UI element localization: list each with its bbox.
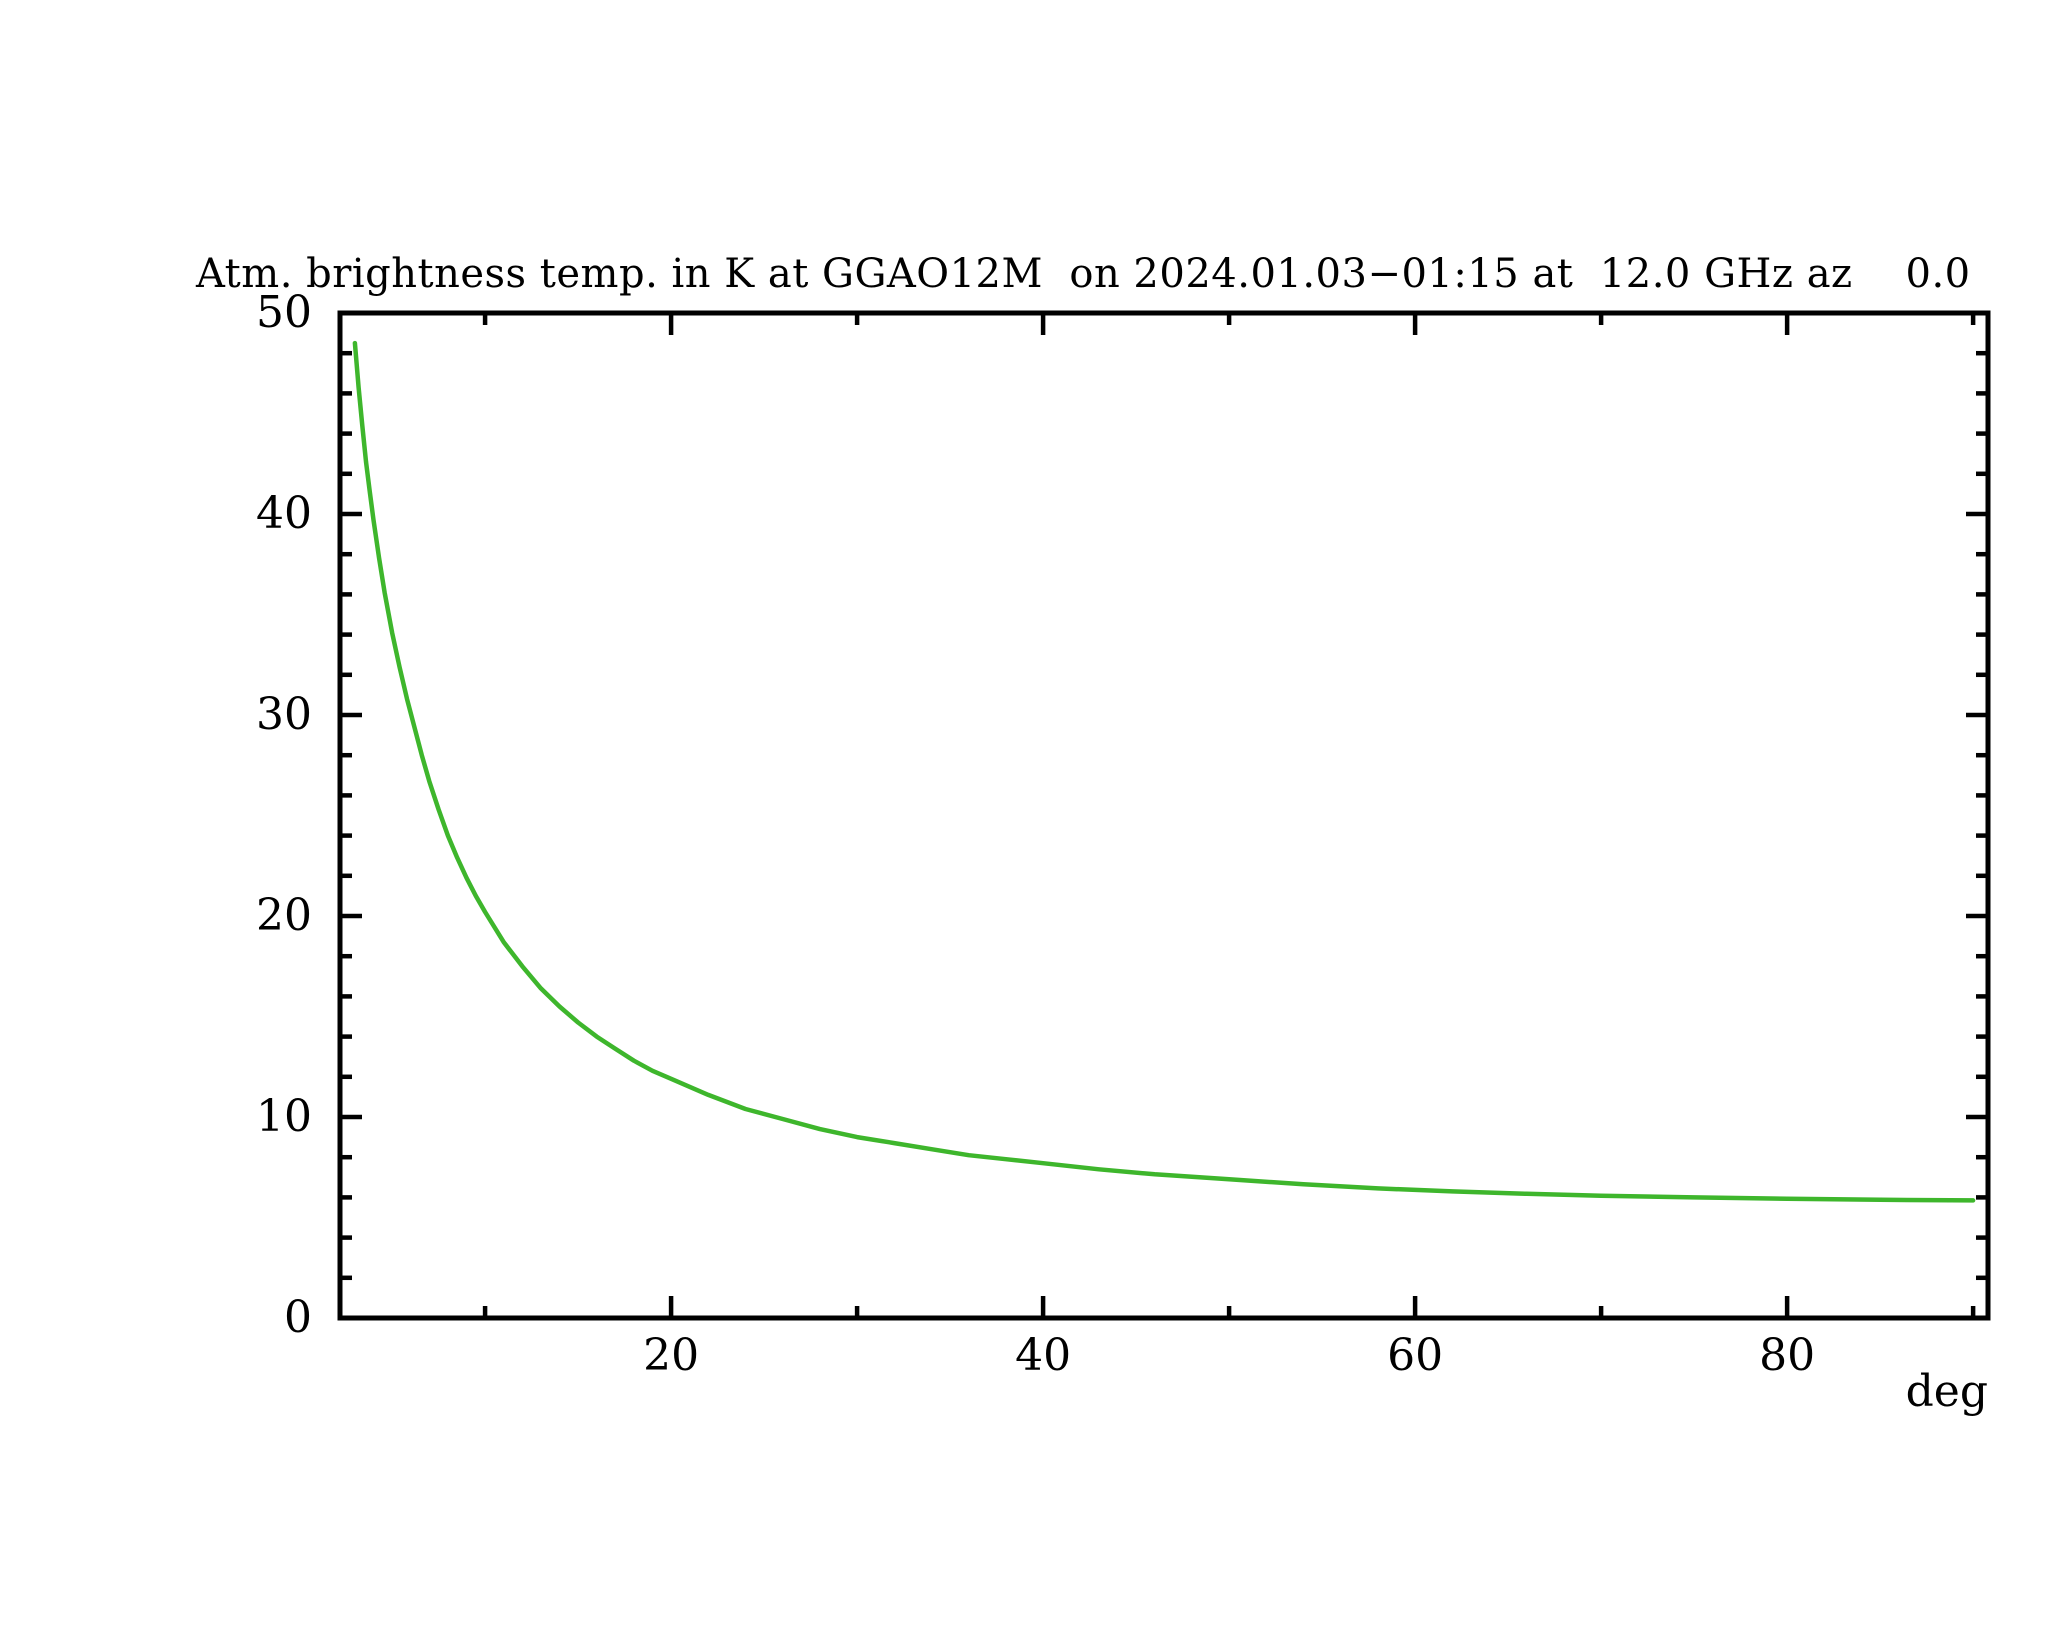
y-tick-label: 50 xyxy=(256,287,312,338)
x-tick-label: 60 xyxy=(1387,1330,1444,1381)
chart-title: Atm. brightness temp. in K at GGAO12M on… xyxy=(196,251,1971,297)
temperature-curve xyxy=(352,340,1976,1203)
y-tick-label: 0 xyxy=(284,1292,312,1343)
y-tick-label: 20 xyxy=(256,890,312,941)
x-tick-label: 20 xyxy=(643,1330,700,1381)
plot-frame xyxy=(337,310,1991,1321)
x-tick-label: 80 xyxy=(1759,1330,1816,1381)
x-tick-label: 40 xyxy=(1015,1330,1072,1381)
y-tick-label: 10 xyxy=(256,1091,312,1142)
x-axis-unit-label: deg xyxy=(1905,1366,1988,1417)
y-tick-label: 40 xyxy=(256,488,312,539)
y-tick-label: 30 xyxy=(256,689,312,740)
